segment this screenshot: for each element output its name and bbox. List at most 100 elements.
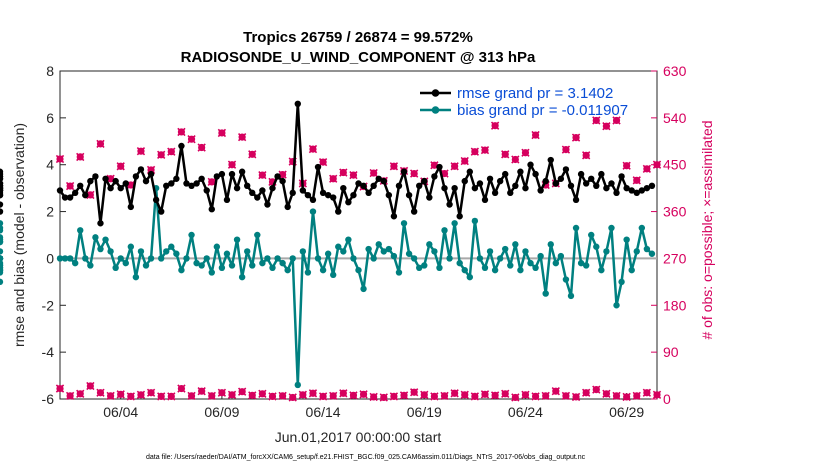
rmse-point	[416, 182, 423, 189]
rmse-point	[451, 184, 458, 192]
bias-point	[355, 266, 362, 274]
bias-point	[77, 227, 84, 234]
obs-assimilated-point-cross	[460, 390, 469, 400]
bias-point	[562, 276, 570, 283]
rmse-point	[345, 199, 352, 206]
bias-point	[593, 243, 600, 250]
bias-point	[643, 245, 651, 253]
bias-point	[0, 220, 4, 227]
bias-point	[416, 264, 423, 271]
rmse-point	[137, 166, 145, 173]
rmse-point	[82, 191, 89, 199]
rmse-point	[527, 161, 534, 168]
obs-assimilated-point-cross	[106, 391, 115, 401]
obs-possible-point-cross	[592, 116, 601, 125]
obs-possible-point-cross	[470, 147, 480, 156]
obs-possible-point-cross	[227, 160, 237, 169]
y-tick-label: 0	[46, 250, 54, 266]
obs-assimilated-point-cross	[490, 391, 500, 400]
rmse-point	[476, 180, 484, 187]
bias-point	[436, 264, 443, 271]
rmse-point	[466, 168, 474, 175]
rmse-point	[557, 175, 565, 182]
bias-point	[522, 248, 529, 255]
obs-assimilated-point-cross	[227, 390, 237, 400]
obs-assimilated-point-cross	[501, 389, 510, 398]
rmse-point	[335, 208, 342, 215]
bias-point	[208, 269, 215, 276]
bias-point	[340, 248, 347, 255]
rmse-point	[446, 201, 453, 208]
obs-possible-point-cross	[521, 148, 530, 157]
rmse-point	[638, 187, 646, 194]
rmse-point	[299, 187, 307, 194]
rmse-point	[324, 191, 332, 199]
obs-assimilated-point-cross	[632, 391, 641, 401]
rmse-point	[593, 182, 600, 189]
bias-point	[446, 255, 453, 262]
rmse-point	[127, 203, 135, 211]
rmse-point	[380, 177, 387, 185]
bias-point	[502, 245, 509, 253]
rmse-point	[66, 194, 74, 201]
obs-assimilated-point-cross	[642, 388, 652, 397]
obs-assimilated-point-cross	[561, 391, 571, 401]
chart-title: Tropics 26759 / 26874 = 99.572%	[243, 29, 473, 46]
bias-point	[168, 243, 175, 250]
rmse-point	[648, 182, 656, 189]
bias-point	[299, 248, 307, 255]
bias-point	[203, 255, 210, 262]
bias-point	[238, 273, 246, 281]
bias-point	[223, 250, 231, 257]
obs-possible-point-cross	[258, 170, 267, 180]
rmse-point	[603, 184, 610, 192]
obs-assimilated-point-cross	[379, 393, 388, 402]
bias-point	[117, 255, 124, 262]
rmse-point	[360, 182, 367, 189]
bias-point	[330, 271, 337, 279]
rmse-point	[254, 194, 261, 201]
rmse-point	[163, 182, 170, 189]
bias-point	[173, 250, 180, 257]
obs-assimilated-point-cross	[551, 387, 560, 396]
bias-point	[567, 292, 575, 300]
obs-assimilated-point-cross	[146, 388, 156, 397]
rmse-point	[284, 203, 291, 211]
x-axis-ticks: 06/04 06/09 06/14 06/19 06/24 06/29	[103, 393, 644, 420]
obs-assimilated-point-cross	[622, 392, 631, 402]
rmse-point	[61, 194, 69, 201]
rmse-point	[223, 196, 231, 204]
bias-point	[304, 269, 312, 276]
bias-point	[279, 259, 286, 267]
bias-point	[61, 255, 69, 262]
rmse-point	[228, 170, 236, 178]
obs-assimilated-point-cross	[450, 389, 459, 398]
bias-point	[259, 259, 266, 267]
rmse-point	[375, 175, 382, 182]
bias-point	[395, 269, 403, 276]
rmse-point	[314, 163, 322, 171]
bias-point	[380, 248, 387, 255]
bias-point	[188, 231, 195, 239]
rmse-point	[294, 100, 301, 108]
obs-assimilated-point-cross	[430, 392, 439, 401]
obs-possible-point-cross	[602, 122, 611, 131]
rmse-point	[572, 196, 580, 204]
rmse-point	[77, 182, 84, 189]
legend-rmse-label: rmse grand pr = 3.1402	[457, 85, 613, 102]
rmse-point	[577, 170, 585, 178]
obs-possible-markers	[55, 116, 662, 200]
obs-possible-point-cross	[207, 177, 216, 187]
obs-assimilated-point-cross	[248, 391, 257, 400]
bias-point	[481, 264, 489, 271]
bias-point	[572, 224, 580, 232]
bias-point	[269, 264, 276, 271]
rmse-point	[249, 189, 256, 197]
rmse-point	[97, 220, 104, 227]
bias-point	[360, 285, 367, 293]
x-axis-label: Jun.01,2017 00:00:00 start	[275, 429, 442, 445]
bias-point	[552, 259, 560, 267]
obs-possible-point-cross	[389, 162, 399, 171]
obs-assimilated-point-cross	[329, 391, 338, 401]
obs-possible-point-cross	[116, 162, 125, 171]
